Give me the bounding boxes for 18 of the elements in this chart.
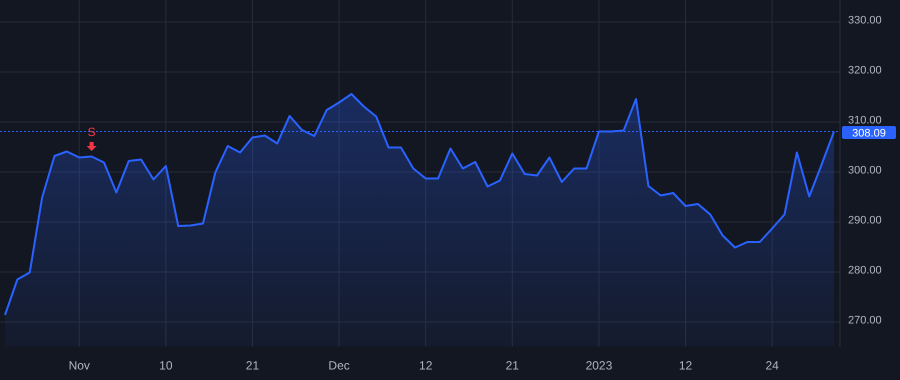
x-tick-label: 12 <box>419 358 433 373</box>
y-tick-label: 310.00 <box>848 114 882 127</box>
annotation: S <box>88 125 96 139</box>
x-tick-label: 21 <box>246 358 260 373</box>
y-tick-label: 330.00 <box>848 14 882 27</box>
x-tick-label: 10 <box>159 358 173 373</box>
x-tick-label: Dec <box>328 358 350 373</box>
x-tick-label: 21 <box>506 358 520 373</box>
x-tick-label: 12 <box>678 358 693 373</box>
x-tick-label: 24 <box>765 358 780 373</box>
y-tick-label: 280.00 <box>848 264 882 277</box>
y-tick-label: 290.00 <box>848 214 882 227</box>
y-tick-label: 320.00 <box>848 64 882 77</box>
x-tick-label: 2023 <box>586 358 613 373</box>
ref-line-label: 308.09 <box>852 128 886 140</box>
x-tick-label: Nov <box>68 358 90 373</box>
y-tick-label: 270.00 <box>848 314 882 327</box>
y-tick-label: 300.00 <box>848 164 882 177</box>
